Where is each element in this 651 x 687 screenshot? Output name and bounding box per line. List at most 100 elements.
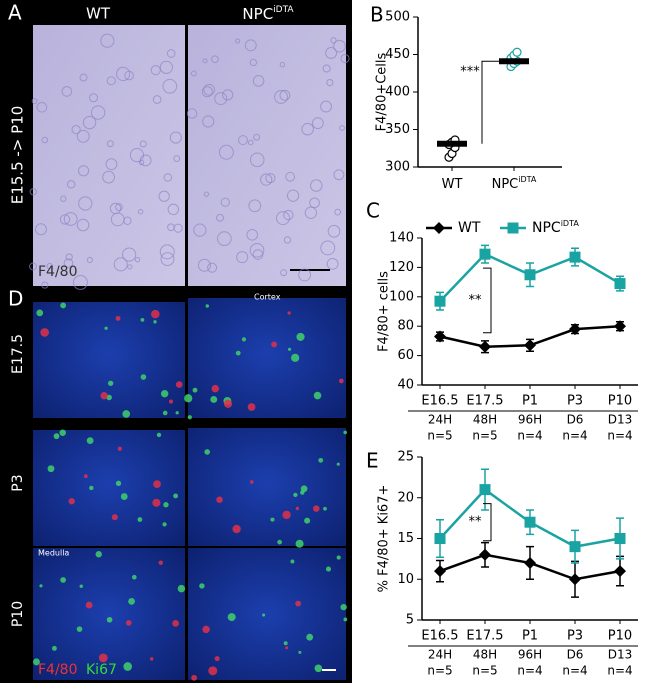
stain-label: F4/80	[38, 662, 78, 678]
cell	[106, 616, 113, 623]
tissue-blob	[339, 125, 345, 131]
tissue-blob	[78, 196, 93, 211]
cell	[115, 315, 121, 321]
tissue-blob	[29, 188, 37, 196]
label-text: NPC	[532, 220, 561, 236]
tissue-blob	[82, 115, 97, 130]
cell	[291, 353, 300, 362]
cell	[249, 480, 254, 484]
tissue-blob	[304, 206, 318, 219]
tissue-blob	[252, 249, 264, 260]
marker	[614, 320, 626, 333]
cell	[47, 465, 55, 473]
n-label: n=5	[472, 429, 497, 443]
cell	[60, 577, 66, 583]
significance-bracket	[481, 60, 500, 144]
tissue-blob	[334, 208, 342, 216]
tissue-blob	[100, 33, 115, 48]
tissue-blob	[71, 125, 81, 135]
tissue-blob	[63, 212, 78, 226]
micrograph-d	[188, 548, 346, 680]
tissue-blob	[203, 191, 210, 197]
tissue-blob	[31, 98, 38, 104]
annotation: ***	[460, 65, 480, 80]
tissue-blob	[193, 223, 207, 237]
cell	[53, 433, 60, 440]
tissue-blob	[236, 251, 249, 264]
cell	[343, 430, 347, 435]
n-label: n=5	[427, 429, 452, 443]
column-label: NPCiDTA	[242, 5, 294, 23]
tissue-blob	[138, 159, 145, 166]
marker	[524, 339, 536, 352]
marker	[569, 541, 581, 553]
tissue-blob	[280, 269, 288, 277]
cell	[296, 332, 305, 342]
cell	[156, 432, 162, 438]
tissue-blob	[186, 108, 198, 119]
marker	[434, 295, 446, 307]
tissue-blob	[207, 262, 218, 273]
cell	[287, 347, 292, 351]
tissue-blob	[320, 100, 332, 113]
marker	[524, 556, 536, 569]
tissue-blob	[244, 39, 257, 52]
tissue-blob	[201, 86, 213, 98]
tissue-blob	[197, 258, 211, 272]
tissue-blob	[113, 257, 128, 272]
x-tick-label: P1	[522, 394, 538, 409]
label-text: NPC	[242, 5, 273, 23]
cell	[343, 617, 348, 622]
cell	[153, 480, 161, 489]
cell	[214, 656, 220, 662]
cell	[163, 502, 169, 508]
tissue-blob	[216, 213, 224, 222]
tissue-blob	[106, 76, 116, 86]
tissue-blob	[190, 70, 197, 77]
cell	[76, 626, 83, 632]
tissue-blob	[222, 89, 234, 101]
time-label: 48H	[473, 413, 497, 427]
cell	[140, 318, 145, 322]
tissue-blob	[301, 122, 314, 136]
tissue-blob	[152, 95, 162, 104]
cell	[151, 309, 160, 319]
tissue-blob	[253, 133, 261, 141]
label: NPCiDTA	[492, 175, 537, 192]
n-label: n=4	[607, 429, 632, 443]
cell	[89, 485, 94, 491]
label-text: WT	[442, 177, 463, 192]
tissue-blob	[116, 66, 131, 82]
tissue-blob	[279, 61, 286, 68]
tissue-blob	[163, 173, 173, 182]
cell	[122, 410, 131, 418]
tissue-blob	[275, 211, 290, 226]
label: WT	[442, 177, 463, 192]
n-label: n=4	[562, 429, 587, 443]
micrograph-edge	[188, 290, 346, 298]
image-labels: WT NPCiDTA E15.5 -> P10 F4/80 Cortex Med…	[9, 5, 295, 679]
cell	[168, 399, 174, 404]
cell	[191, 674, 198, 681]
panel-label: C	[366, 199, 380, 223]
x-tick-label: P3	[567, 629, 583, 644]
cell	[336, 555, 341, 560]
tissue-blob	[106, 140, 114, 148]
tissue-blob	[326, 78, 334, 87]
tissue-blob	[59, 214, 71, 225]
marker	[434, 330, 446, 343]
cell	[100, 392, 108, 400]
tissue-blob	[162, 78, 178, 94]
cell	[211, 384, 220, 393]
marker	[434, 533, 446, 544]
marker	[479, 340, 491, 353]
cell	[241, 337, 247, 342]
tissue-blob	[63, 258, 74, 268]
tissue-blob	[340, 53, 350, 64]
tissue-blob	[211, 55, 219, 64]
y-tick-label: 450	[385, 47, 410, 62]
tissue-blob	[311, 117, 324, 130]
marker	[569, 251, 581, 263]
tissue-blob	[309, 197, 320, 209]
marker	[524, 516, 536, 528]
